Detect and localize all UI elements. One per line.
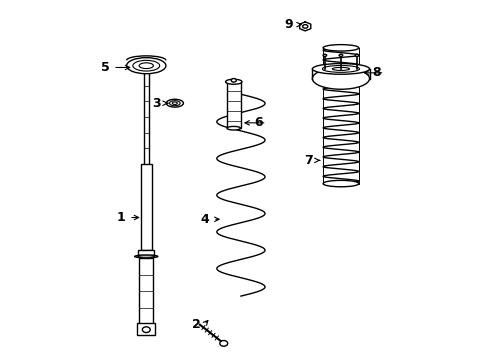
Bar	[137, 323, 155, 335]
Ellipse shape	[126, 58, 165, 74]
Ellipse shape	[142, 327, 150, 333]
Bar	[140, 164, 152, 250]
Text: 9: 9	[284, 18, 293, 31]
Text: 4: 4	[201, 213, 209, 226]
Ellipse shape	[169, 101, 180, 106]
Ellipse shape	[323, 54, 326, 57]
Bar	[226, 82, 240, 128]
Text: 2: 2	[191, 318, 200, 331]
Ellipse shape	[220, 341, 227, 346]
Text: 7: 7	[304, 154, 312, 167]
Ellipse shape	[312, 64, 369, 74]
Ellipse shape	[322, 66, 359, 72]
Ellipse shape	[138, 256, 155, 257]
Bar	[139, 258, 153, 325]
Ellipse shape	[312, 68, 369, 89]
Text: 6: 6	[254, 116, 263, 129]
Ellipse shape	[133, 60, 160, 71]
Text: 8: 8	[371, 66, 380, 79]
Text: 5: 5	[101, 61, 109, 74]
Ellipse shape	[172, 102, 177, 104]
Ellipse shape	[166, 99, 183, 107]
Text: 3: 3	[152, 97, 161, 110]
Ellipse shape	[134, 255, 158, 258]
Ellipse shape	[323, 45, 358, 51]
Text: 1: 1	[117, 211, 125, 224]
Bar	[138, 250, 154, 255]
Ellipse shape	[323, 180, 358, 187]
Bar	[143, 62, 148, 173]
Ellipse shape	[226, 126, 240, 130]
Ellipse shape	[139, 63, 153, 68]
Ellipse shape	[302, 24, 307, 28]
Ellipse shape	[354, 54, 358, 57]
Ellipse shape	[332, 67, 349, 71]
Ellipse shape	[225, 79, 242, 84]
Ellipse shape	[339, 54, 342, 57]
Ellipse shape	[231, 78, 236, 82]
